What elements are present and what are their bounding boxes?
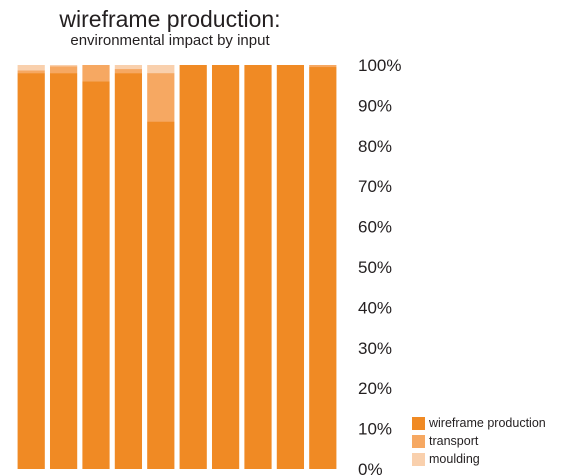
y-tick-label: 30% (358, 339, 392, 358)
chart-title: wireframe production: (59, 6, 281, 32)
y-tick-label: 50% (358, 258, 392, 277)
bar-segment-wireframe-production-7 (211, 65, 240, 469)
legend-label: moulding (429, 452, 480, 466)
bar-segment-wireframe-production-6 (179, 65, 207, 469)
legend-item-wireframe-production: wireframe production (412, 414, 546, 432)
bar-segment-transport-3 (82, 65, 110, 82)
bar-segment-wireframe-production-10 (309, 67, 337, 470)
bar-segment-moulding-5 (147, 65, 175, 74)
y-tick-label: 60% (358, 218, 392, 237)
y-tick-label: 10% (358, 420, 392, 439)
bar-segment-transport-10 (309, 65, 337, 68)
bar-segment-wireframe-production-9 (276, 65, 305, 469)
legend-swatch (412, 416, 425, 430)
bar-segment-moulding-1 (17, 65, 45, 71)
bar-segment-transport-5 (147, 73, 175, 122)
legend-item-moulding: moulding (412, 450, 546, 468)
bar-segment-wireframe-production-1 (17, 73, 45, 469)
bar-segment-moulding-4 (114, 65, 143, 70)
y-tick-label: 90% (358, 96, 392, 115)
legend: wireframe production transport moulding (412, 414, 546, 468)
bar-segment-moulding-2 (49, 65, 78, 67)
bar-segment-wireframe-production-4 (114, 73, 143, 469)
legend-swatch (412, 452, 425, 466)
legend-item-transport: transport (412, 432, 546, 450)
bar-segment-wireframe-production-8 (244, 65, 272, 469)
y-tick-label: 70% (358, 177, 392, 196)
bar-segment-transport-1 (17, 70, 45, 74)
y-tick-label: 0% (358, 460, 383, 476)
legend-label: wireframe production (429, 416, 546, 430)
bar-segment-wireframe-production-2 (49, 73, 78, 469)
chart-subtitle: environmental impact by input (70, 32, 270, 49)
y-tick-label: 100% (358, 56, 401, 75)
bar-segment-wireframe-production-3 (82, 81, 110, 469)
bar-segment-transport-4 (114, 69, 143, 74)
bar-segment-wireframe-production-5 (147, 121, 175, 469)
bar-segment-transport-2 (49, 66, 78, 74)
legend-swatch (412, 434, 425, 448)
legend-label: transport (429, 434, 479, 448)
y-tick-label: 80% (358, 137, 392, 156)
y-tick-label: 20% (358, 379, 392, 398)
y-tick-label: 40% (358, 298, 392, 317)
